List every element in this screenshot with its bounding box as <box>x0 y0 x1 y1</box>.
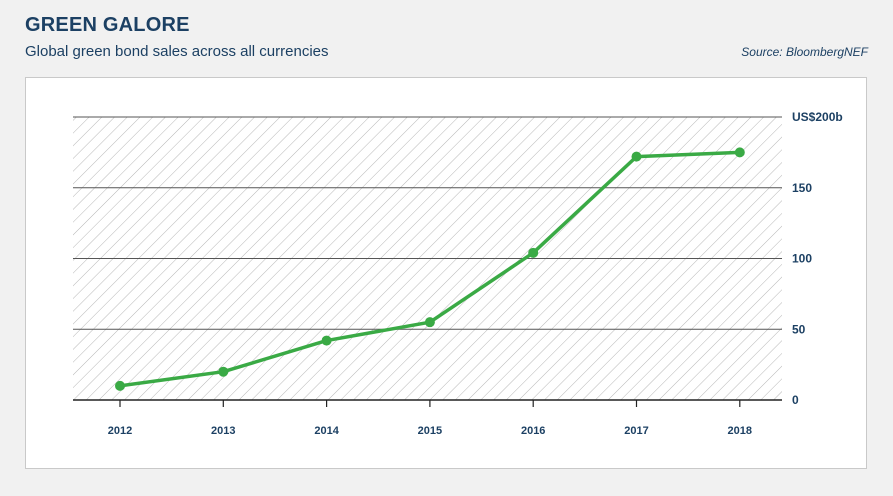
x-tick-label: 2012 <box>108 425 132 437</box>
y-tick-label: 100 <box>792 252 812 266</box>
y-tick-label: 0 <box>792 393 799 407</box>
chart-subtitle: Global green bond sales across all curre… <box>25 43 329 60</box>
data-point <box>321 335 332 346</box>
x-tick-label: 2014 <box>314 425 339 437</box>
data-point <box>424 317 435 328</box>
y-tick-label: 150 <box>792 181 812 195</box>
y-tick-label: US$200b <box>792 110 843 124</box>
chart-panel: 0 50 100 150 US$200b 2012 2013 2014 2015 2016 201… <box>25 77 867 469</box>
x-tick-label: 2013 <box>211 425 235 437</box>
x-tick-label: 2018 <box>728 425 752 437</box>
data-point <box>528 247 539 258</box>
x-tick-label: 2015 <box>418 425 442 437</box>
x-tick-label: 2017 <box>624 425 648 437</box>
data-point <box>734 147 745 158</box>
data-point <box>115 380 125 391</box>
x-tick-label: 2016 <box>521 425 545 437</box>
data-point <box>631 151 642 162</box>
y-tick-label: 50 <box>792 322 806 336</box>
data-point <box>218 366 229 377</box>
chart-source: Source: BloombergNEF <box>741 45 868 59</box>
line-chart: 0 50 100 150 US$200b 2012 2013 2014 2015 2016 201… <box>73 110 843 437</box>
chart-title: GREEN GALORE <box>25 14 190 36</box>
